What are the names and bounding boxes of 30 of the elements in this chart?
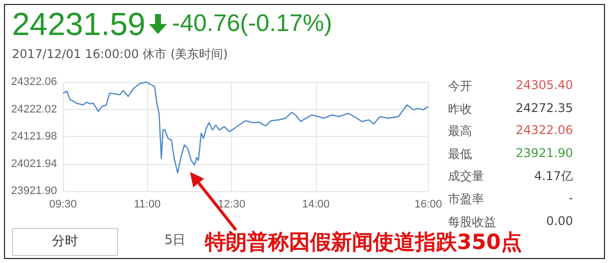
- text: 4.17亿: [534, 168, 573, 186]
- y-tick-label: 24322.06: [11, 76, 57, 88]
- text: 23921.90: [516, 146, 573, 160]
- x-tick-label: 12:30: [218, 198, 246, 210]
- y-tick-label: 23921.90: [11, 185, 57, 197]
- x-tick-label: 09:30: [49, 198, 77, 210]
- text: 市盈率: [448, 191, 484, 208]
- text: -: [568, 191, 573, 205]
- text: -40.76(-0.17%): [172, 10, 332, 38]
- chart-subtitle: 2017/12/01 16:00:00 休市 (美东时间): [12, 46, 228, 63]
- y-tick-label: 24021.94: [11, 158, 57, 170]
- y-tick-label: 24121.98: [11, 130, 57, 142]
- text: 0.00: [546, 214, 573, 228]
- text: 昨收: [448, 100, 472, 118]
- text: 5日: [163, 232, 187, 250]
- text: 最高: [448, 123, 472, 140]
- text: 今开: [448, 78, 472, 95]
- chart-title: 24231.59: [12, 6, 146, 43]
- text: 24322.06: [516, 123, 573, 138]
- text: 24272.35: [516, 100, 573, 115]
- text: 分时: [12, 228, 118, 256]
- text: 24305.40: [516, 78, 573, 92]
- y-tick-label: 24222.02: [11, 103, 57, 116]
- text: 最低: [448, 146, 472, 163]
- x-tick-label: 14:00: [302, 198, 330, 210]
- x-tick-label: 11:00: [134, 198, 161, 210]
- text: 特朗普称因假新闻使道指跌350点: [205, 229, 522, 256]
- text: 成交量: [448, 168, 484, 186]
- text: 每股收益: [448, 214, 496, 231]
- x-tick-label: 16:00: [414, 198, 442, 210]
